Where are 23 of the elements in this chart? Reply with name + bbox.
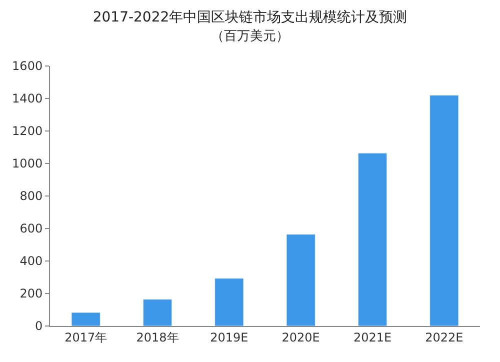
- y-tick-label: 1600: [12, 59, 43, 74]
- bar: [358, 152, 388, 326]
- y-tick-label: 1400: [12, 92, 43, 106]
- y-tick-label: 400: [20, 254, 43, 268]
- x-tick-label: 2020E: [282, 330, 320, 344]
- bar: [71, 312, 100, 326]
- x-tick-label: 2018年: [136, 330, 179, 344]
- x-tick-label: 2021E: [353, 330, 392, 344]
- x-tick-label: 2019E: [210, 330, 248, 344]
- bar: [142, 299, 172, 326]
- x-tick-label: 2022E: [425, 330, 464, 344]
- y-tick-label: 0: [34, 319, 43, 334]
- y-tick-label: 1000: [12, 156, 43, 171]
- bar: [286, 234, 316, 326]
- x-tick-label: 2017年: [64, 330, 108, 344]
- y-tick-label: 800: [20, 189, 43, 204]
- chart-subtitle: （百万美元）: [211, 28, 289, 44]
- bar: [430, 95, 459, 326]
- y-tick-label: 600: [20, 222, 43, 236]
- bar: [214, 278, 244, 326]
- chart-title: 2017-2022年中国区块链市场支出规模统计及预测: [92, 10, 408, 26]
- y-tick-label: 200: [20, 286, 43, 301]
- y-tick-label: 1200: [12, 124, 43, 138]
